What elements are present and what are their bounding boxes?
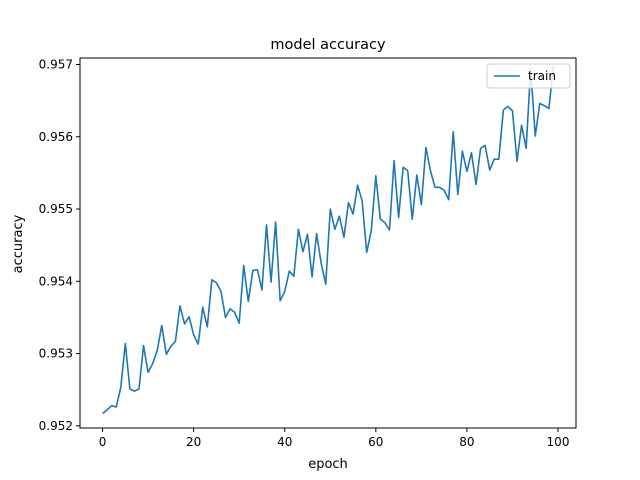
- x-tick-label: 20: [186, 435, 201, 449]
- legend-box: [486, 63, 571, 89]
- y-tick-label: 0.956: [39, 130, 73, 144]
- y-axis-label: accuracy: [11, 214, 26, 273]
- x-axis-label: epoch: [308, 457, 348, 472]
- legend: train: [486, 63, 571, 89]
- y-tick-label: 0.952: [39, 419, 73, 433]
- x-tick-label: 100: [547, 435, 570, 449]
- axes-frame: [79, 57, 577, 429]
- x-tick-label: 40: [277, 435, 292, 449]
- y-tick-label: 0.955: [39, 202, 73, 216]
- x-tick-label: 0: [99, 435, 107, 449]
- axis-ticks: 0 20 40 60 80 100 0.952 0.953 0.954 0.955 0.956 0.9…: [39, 58, 570, 449]
- x-tick-label: 80: [459, 435, 474, 449]
- y-tick-label: 0.954: [39, 274, 73, 288]
- y-tick-label: 0.957: [39, 58, 73, 72]
- plot-area: [102, 65, 555, 415]
- series-line-train: [102, 65, 555, 415]
- x-tick-label: 60: [368, 435, 383, 449]
- y-tick-label: 0.953: [39, 347, 73, 361]
- chart-title: model accuracy: [270, 37, 386, 53]
- legend-label: train: [528, 69, 556, 83]
